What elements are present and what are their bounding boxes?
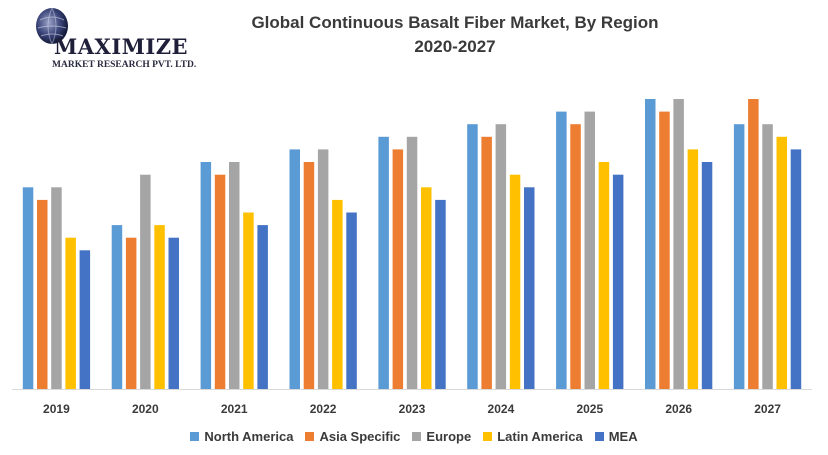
bar-asia-specific-2024: [481, 136, 492, 389]
x-tick-label: 2021: [221, 402, 248, 416]
bar-asia-specific-2027: [748, 99, 759, 389]
bar-latin-america-2022: [332, 199, 343, 389]
bar-mea-2021: [257, 225, 268, 389]
legend-label: Europe: [426, 429, 472, 444]
chart-subtitle: 2020-2027: [414, 37, 496, 56]
bar-europe-2019: [51, 187, 62, 389]
bar-asia-specific-2021: [214, 174, 226, 389]
legend-swatch: [483, 432, 493, 441]
x-tick-label: 2023: [399, 402, 426, 416]
legend-item: North America: [190, 429, 293, 444]
bar-north-america-2023: [378, 136, 389, 389]
legend-label: North America: [204, 429, 294, 444]
x-tick-label: 2019: [43, 402, 70, 416]
x-tick-label: 2027: [754, 402, 781, 416]
legend-item: Asia Specific: [305, 429, 400, 444]
legend-item: Latin America: [483, 429, 583, 444]
bar-north-america-2027: [733, 124, 745, 389]
chart-title: Global Continuous Basalt Fiber Market, B…: [251, 13, 659, 32]
bar-mea-2023: [435, 199, 446, 389]
bar-north-america-2020: [111, 225, 123, 389]
x-tick-label: 2025: [576, 402, 603, 416]
bar-mea-2022: [346, 212, 357, 389]
bar-mea-2019: [79, 250, 91, 389]
legend-label: MEA: [608, 429, 638, 444]
bar-asia-specific-2020: [125, 237, 137, 389]
legend-label: Asia Specific: [319, 429, 401, 444]
bar-europe-2026: [673, 99, 684, 389]
bar-asia-specific-2019: [37, 199, 48, 389]
bar-north-america-2022: [289, 149, 300, 389]
bar-europe-2021: [229, 162, 240, 389]
bar-europe-2022: [317, 149, 329, 389]
bar-latin-america-2023: [421, 187, 432, 389]
bar-mea-2024: [524, 187, 535, 389]
bar-asia-specific-2025: [570, 124, 581, 389]
x-tick-label: 2024: [488, 402, 515, 416]
bar-latin-america-2025: [598, 162, 610, 389]
legend-swatch: [412, 432, 422, 441]
x-tick-label: 2020: [132, 402, 159, 416]
bar-mea-2025: [612, 174, 624, 389]
chart-legend: North America Asia Specific Europe Latin Am…: [0, 429, 828, 444]
legend-swatch: [305, 432, 315, 441]
bar-latin-america-2019: [65, 237, 76, 389]
legend-swatch: [190, 432, 200, 441]
legend-item: MEA: [594, 429, 638, 444]
bar-asia-specific-2026: [659, 111, 670, 389]
bar-mea-2027: [790, 149, 802, 389]
company-logo: MAXIMIZE MARKET RESEARCH PVT. LTD.: [20, 4, 200, 74]
legend-swatch: [594, 432, 604, 441]
bar-europe-2027: [762, 124, 773, 389]
bar-north-america-2021: [200, 162, 212, 389]
bar-north-america-2024: [467, 124, 478, 389]
bar-latin-america-2021: [243, 212, 254, 389]
bar-asia-specific-2022: [303, 162, 315, 389]
bar-europe-2023: [406, 136, 418, 389]
logo-name: MAXIMIZE: [54, 34, 189, 59]
bar-north-america-2025: [556, 111, 567, 389]
bar-latin-america-2027: [776, 136, 787, 389]
bar-north-america-2019: [22, 187, 34, 389]
bar-north-america-2026: [645, 99, 656, 389]
globe-icon: [36, 7, 68, 45]
bar-europe-2024: [495, 124, 507, 389]
bar-mea-2020: [168, 237, 179, 389]
bar-europe-2020: [140, 174, 151, 389]
bar-latin-america-2026: [687, 149, 699, 389]
legend-label: Latin America: [497, 429, 583, 444]
bar-europe-2025: [584, 111, 595, 389]
logo-subtitle: MARKET RESEARCH PVT. LTD.: [52, 60, 197, 70]
x-tick-label: 2026: [665, 402, 692, 416]
bar-asia-specific-2023: [392, 149, 404, 389]
bar-mea-2026: [701, 162, 713, 389]
bar-latin-america-2020: [154, 225, 165, 389]
bar-latin-america-2024: [509, 174, 521, 389]
legend-item: Europe: [412, 429, 471, 444]
x-tick-label: 2022: [310, 402, 337, 416]
